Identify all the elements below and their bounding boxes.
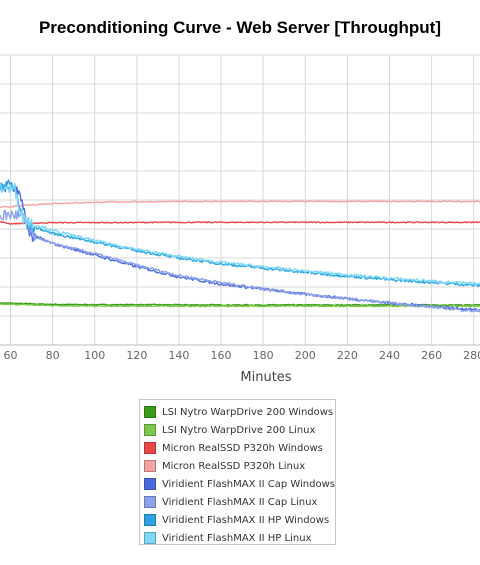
- series-line-3: [0, 200, 480, 209]
- chart-title: Preconditioning Curve - Web Server [Thro…: [38, 18, 442, 37]
- legend-label: LSI Nytro WarpDrive 200 Windows: [162, 406, 334, 418]
- series-line-7: [0, 182, 480, 286]
- legend-swatch: [144, 460, 156, 472]
- x-tick-label: 200: [295, 349, 316, 362]
- legend-item: Viridient FlashMAX II HP Linux: [144, 529, 335, 547]
- x-tick-label: 240: [379, 349, 400, 362]
- x-tick-label: 220: [337, 349, 358, 362]
- x-tick-label: 80: [46, 349, 60, 362]
- legend-swatch: [144, 442, 156, 454]
- legend-label: LSI Nytro WarpDrive 200 Linux: [162, 424, 316, 436]
- series-line-1: [0, 303, 480, 308]
- legend-item: Micron RealSSD P320h Linux: [144, 457, 335, 475]
- legend-swatch: [144, 424, 156, 436]
- legend-swatch: [144, 496, 156, 508]
- x-axis-label: Minutes: [240, 370, 292, 385]
- legend-item: LSI Nytro WarpDrive 200 Linux: [144, 421, 335, 439]
- x-tick-label: 260: [421, 349, 442, 362]
- x-tick-label: 60: [4, 349, 18, 362]
- legend-label: Viridient FlashMAX II Cap Windows: [161, 478, 335, 490]
- legend-item: Viridient FlashMAX II HP Windows: [144, 511, 335, 529]
- legend-label: Micron RealSSD P320h Linux: [162, 460, 306, 472]
- x-tick-label: 100: [84, 349, 105, 362]
- x-tick-label: 180: [253, 349, 274, 362]
- legend-label: Viridient FlashMAX II Cap Linux: [162, 496, 318, 508]
- legend-item: Viridient FlashMAX II Cap Linux: [144, 493, 335, 511]
- plot-area: 60 80 100 120 140 160 180 200 220 240 260 280: [0, 54, 480, 362]
- legend-item: LSI Nytro WarpDrive 200 Windows: [144, 403, 335, 421]
- x-tick-label: 120: [126, 349, 147, 362]
- legend-item: Viridient FlashMAX II Cap Windows: [144, 475, 335, 493]
- legend-label: Viridient FlashMAX II HP Linux: [162, 532, 312, 544]
- legend-swatch: [144, 532, 156, 544]
- x-tick-label: 140: [168, 349, 189, 362]
- legend-item: Micron RealSSD P320h Windows: [144, 439, 335, 457]
- series-line-6: [0, 179, 480, 288]
- series-line-2: [0, 220, 480, 225]
- legend-swatch: [144, 406, 156, 418]
- legend: LSI Nytro WarpDrive 200 Windows LSI Nytro…: [139, 399, 336, 545]
- x-tick-label: 280: [463, 349, 480, 362]
- legend-swatch: [144, 514, 156, 526]
- legend-swatch: [144, 478, 156, 490]
- legend-label: Viridient FlashMAX II HP Windows: [162, 514, 330, 526]
- legend-label: Micron RealSSD P320h Windows: [162, 442, 323, 454]
- x-tick-label: 160: [211, 349, 232, 362]
- series-line-5: [0, 209, 480, 313]
